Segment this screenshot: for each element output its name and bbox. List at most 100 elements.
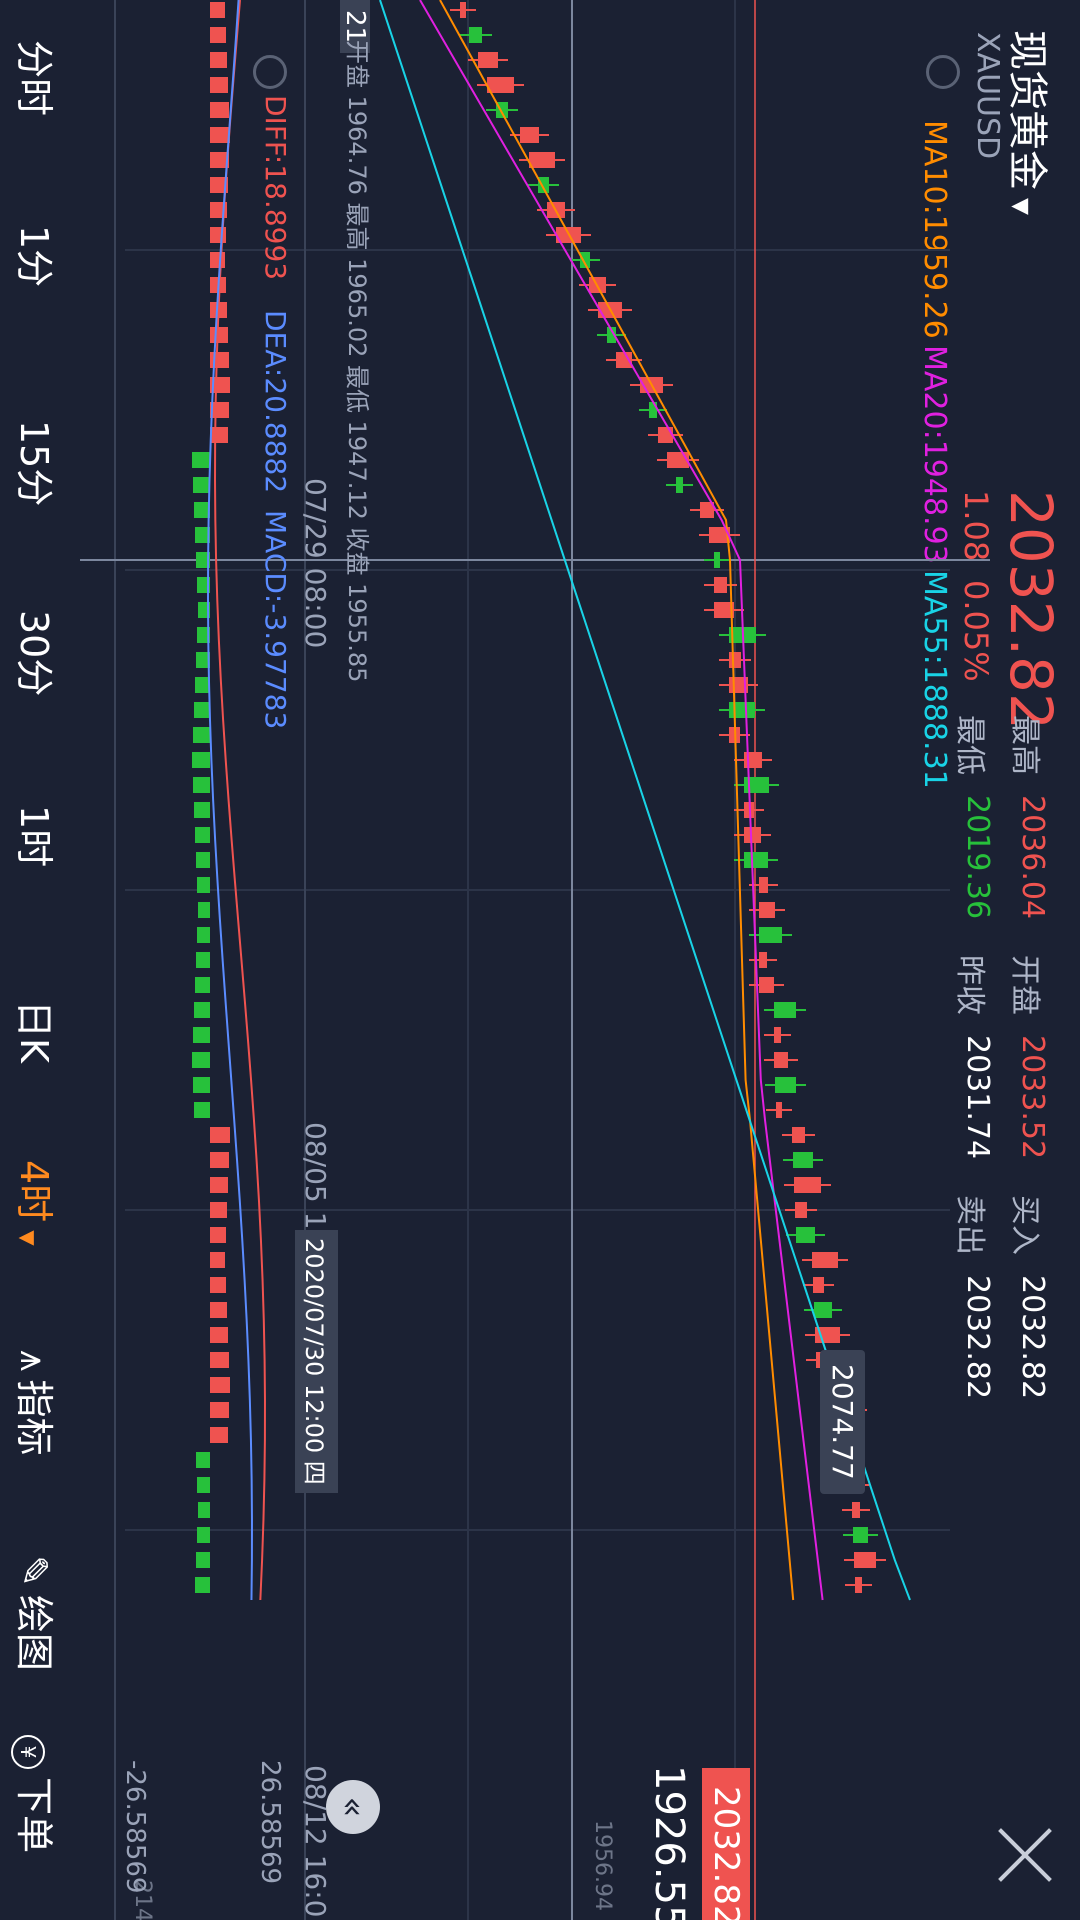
timeframe-tab-bar: 分时 1分 15分 30分 1时 日K 4时▼ ⩚指标 ✎绘图 ¥下单 xyxy=(0,0,80,1920)
tab-4hour[interactable]: 4时▼ xyxy=(12,1160,56,1246)
macd-bar xyxy=(195,677,210,693)
macd-bar xyxy=(192,452,210,468)
macd-bar xyxy=(210,52,227,68)
candle-body xyxy=(487,77,514,93)
macd-bar xyxy=(210,27,226,43)
candle-body xyxy=(774,1052,788,1068)
current-price-tag: 2032.82 xyxy=(702,1768,750,1920)
ma-lines xyxy=(379,0,911,1601)
macd-bar xyxy=(194,1002,210,1018)
macd-bar xyxy=(198,602,210,618)
candle-body xyxy=(744,777,769,793)
macd-bar xyxy=(193,477,210,493)
candle-body xyxy=(520,127,539,143)
pen-icon: ✎ xyxy=(12,1555,56,1587)
macd-bar xyxy=(196,952,210,968)
candle-body xyxy=(792,1127,805,1143)
date-label-2: 08/05 1 xyxy=(299,1122,332,1230)
macd-diff: DIFF:18.8993 xyxy=(259,95,292,281)
candle-body xyxy=(853,1527,868,1543)
candle-body xyxy=(538,177,549,193)
tab-15min[interactable]: 15分 xyxy=(12,420,56,507)
crosshair-ohlc: 开盘 1964.76 最高 1965.02 最低 1947.12 收盘 1955… xyxy=(343,40,371,683)
candle-body xyxy=(759,927,782,943)
candle-body xyxy=(759,977,774,993)
macd-bar xyxy=(196,552,210,568)
macd-bar xyxy=(196,852,210,868)
candle-body xyxy=(478,52,498,68)
macd-bar xyxy=(210,102,229,118)
yen-icon: ¥ xyxy=(11,1735,45,1769)
macd-bar xyxy=(194,702,210,718)
tab-order[interactable]: ¥下单 xyxy=(10,1735,65,1853)
macd-lines xyxy=(207,0,266,1601)
candle-body xyxy=(812,1252,838,1268)
candle-body xyxy=(774,1002,796,1018)
macd-bar xyxy=(192,752,210,768)
dea-line xyxy=(207,0,253,1601)
candle-body xyxy=(744,852,768,868)
macd-bar xyxy=(194,802,210,818)
macd-settings-gear-icon[interactable] xyxy=(253,55,287,89)
macd-bar xyxy=(193,727,210,743)
tab-1hour[interactable]: 1时 xyxy=(12,805,56,868)
macd-max: 26.58569 xyxy=(255,1760,285,1885)
candle-body xyxy=(649,402,657,418)
scroll-to-latest-button[interactable]: « xyxy=(326,1780,380,1834)
indicator-icon: ⩚ xyxy=(12,1350,56,1372)
macd-bar xyxy=(198,902,210,918)
macd-bar xyxy=(197,1527,210,1543)
ma10-line xyxy=(439,0,795,1601)
candle-body xyxy=(814,1302,832,1318)
macd-bar xyxy=(193,1077,210,1093)
macd-bar xyxy=(193,777,210,793)
candle-body xyxy=(793,1152,813,1168)
macd-bar xyxy=(194,1102,210,1118)
candle-body xyxy=(529,152,555,168)
macd-bar xyxy=(210,152,229,168)
macd-bar xyxy=(210,1427,228,1443)
candle-body xyxy=(714,577,727,593)
tab-intraday[interactable]: 分时 xyxy=(12,40,56,117)
macd-bar xyxy=(210,1377,230,1393)
candle-body xyxy=(813,1277,824,1293)
macd-min: -26.58569 xyxy=(120,1760,150,1894)
candle-body xyxy=(774,1027,781,1043)
candle-body xyxy=(469,27,482,43)
candle-body xyxy=(852,1502,860,1518)
macd-bar xyxy=(194,502,210,518)
macd-bar xyxy=(196,1552,210,1568)
macd-bar xyxy=(210,1127,230,1143)
tab-30min[interactable]: 30分 xyxy=(12,610,56,697)
candle-body xyxy=(794,1177,821,1193)
date-label-1: 07/29 08:00 xyxy=(299,478,332,649)
candle-body xyxy=(759,952,767,968)
macd-bar xyxy=(193,1027,210,1043)
candle-body xyxy=(676,477,683,493)
candle-body xyxy=(795,1202,807,1218)
cursor-price: 1926.55 xyxy=(646,1765,692,1920)
price-chart[interactable] xyxy=(80,0,1080,1920)
macd-bar xyxy=(210,1327,228,1343)
candle-body xyxy=(776,1102,782,1118)
candle-body xyxy=(709,527,730,543)
tab-draw[interactable]: ✎绘图 xyxy=(12,1555,56,1671)
candle-body xyxy=(855,1577,862,1593)
macd-bar xyxy=(210,77,228,93)
date-label-3: 08/12 16:0 xyxy=(299,1765,332,1918)
tab-1min[interactable]: 1分 xyxy=(12,225,56,288)
macd-bar xyxy=(210,252,225,268)
macd-bar xyxy=(210,1302,227,1318)
macd-bar xyxy=(210,1227,226,1243)
tab-daily[interactable]: 日K xyxy=(12,1000,56,1063)
macd-bar xyxy=(195,977,210,993)
tab-indicators[interactable]: ⩚指标 xyxy=(12,1350,56,1456)
macd-value: MACD:-3.97783 xyxy=(259,510,292,730)
candle-body xyxy=(775,1077,796,1093)
macd-bar xyxy=(210,427,228,443)
macd-bar xyxy=(197,1477,210,1493)
macd-dea: DEA:20.8882 xyxy=(259,310,292,494)
candle-body xyxy=(854,1552,876,1568)
macd-bar xyxy=(196,652,210,668)
candle-body xyxy=(460,2,466,18)
